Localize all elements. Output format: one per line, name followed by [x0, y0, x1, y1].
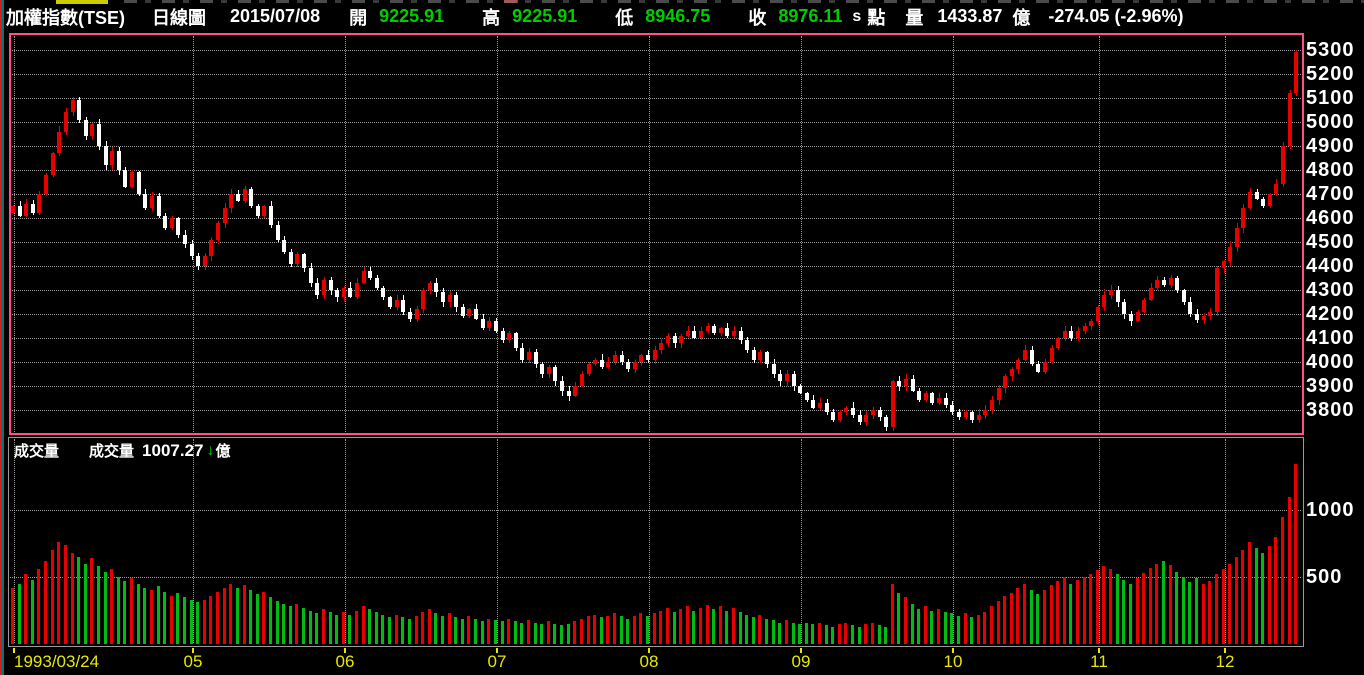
index-title: 加權指數(TSE)	[6, 7, 125, 28]
price-axis-label: 3900	[1306, 375, 1355, 397]
x-axis-tick	[13, 648, 15, 653]
point-label: 點	[867, 7, 886, 28]
clipped-menu-text-fragments	[124, 0, 1364, 3]
quote-date: 2015/07/08	[230, 6, 321, 26]
price-axis-label: 4000	[1306, 351, 1355, 373]
x-axis-tick	[800, 648, 802, 653]
open-label: 開	[349, 7, 368, 28]
x-axis-label: 1993/03/24	[14, 652, 100, 671]
window-edge-red-line	[0, 0, 2, 675]
volume-axis-label: 500	[1306, 566, 1343, 588]
price-axis-label: 5000	[1306, 111, 1355, 133]
x-axis-tick	[1224, 648, 1226, 653]
x-axis-label: 06	[335, 652, 355, 671]
change-value: -274.05 (-2.96%)	[1048, 6, 1184, 26]
volume-label: 量	[905, 7, 924, 28]
clipped-menu-strip	[4, 0, 1364, 4]
low-label: 低	[615, 7, 634, 28]
x-axis-label: 12	[1215, 652, 1235, 671]
volume-series-value: 1007.27	[142, 440, 204, 460]
x-axis-label: 11	[1090, 652, 1108, 671]
high-label: 高	[482, 7, 501, 28]
price-axis-label: 4200	[1306, 303, 1355, 325]
price-axis-label: 5100	[1306, 87, 1355, 109]
x-axis-label: 10	[943, 652, 963, 671]
window-edge-teal-line	[2, 0, 4, 675]
s-marker: s	[852, 7, 862, 25]
price-axis-label: 3800	[1306, 399, 1355, 421]
volume-chart-pane[interactable]	[8, 437, 1304, 647]
quote-header-bar: 加權指數(TSE) 日線圖 2015/07/08 開 9225.91 高 922…	[6, 4, 1364, 29]
close-value: 8976.11	[778, 6, 843, 26]
x-axis-tick	[952, 648, 954, 653]
price-axis-label: 4900	[1306, 135, 1355, 157]
volume-unit: 億	[1012, 7, 1031, 28]
x-axis-label: 07	[487, 652, 507, 671]
volume-series-label: 成交量	[89, 443, 135, 460]
price-axis-label: 4400	[1306, 255, 1355, 277]
price-chart-pane[interactable]	[9, 33, 1304, 435]
high-value: 9225.91	[512, 6, 578, 26]
down-arrow-icon: ↓	[206, 441, 215, 459]
open-value: 9225.91	[379, 6, 445, 26]
clipped-menu-highlight	[56, 0, 108, 4]
price-axis-label: 4700	[1306, 183, 1355, 205]
price-axis-label: 4500	[1306, 231, 1355, 253]
close-label: 收	[748, 7, 767, 28]
chart-type-label: 日線圖	[152, 7, 206, 28]
x-axis-tick	[344, 648, 346, 653]
volume-axis-label: 1000	[1306, 499, 1355, 521]
price-axis-label: 4100	[1306, 327, 1355, 349]
price-axis-label: 4300	[1306, 279, 1355, 301]
volume-pane-title: 成交量	[14, 443, 60, 460]
price-axis-label: 4600	[1306, 207, 1355, 229]
x-axis-tick	[648, 648, 650, 653]
x-axis-tick	[192, 648, 194, 653]
x-axis-tick	[1098, 648, 1100, 653]
price-axis-label: 5300	[1306, 39, 1355, 61]
price-axis-label: 4800	[1306, 159, 1355, 181]
x-axis-label: 09	[791, 652, 811, 671]
volume-pane-header: 成交量 成交量 1007.27 ↓ 億	[14, 440, 231, 461]
x-axis-tick	[496, 648, 498, 653]
x-axis-label: 08	[639, 652, 659, 671]
volume-series-unit: 億	[215, 443, 231, 460]
volume-value: 1433.87	[937, 6, 1003, 26]
price-axis-label: 5200	[1306, 63, 1355, 85]
low-value: 8946.75	[645, 6, 711, 26]
x-axis-label: 05	[183, 652, 203, 671]
